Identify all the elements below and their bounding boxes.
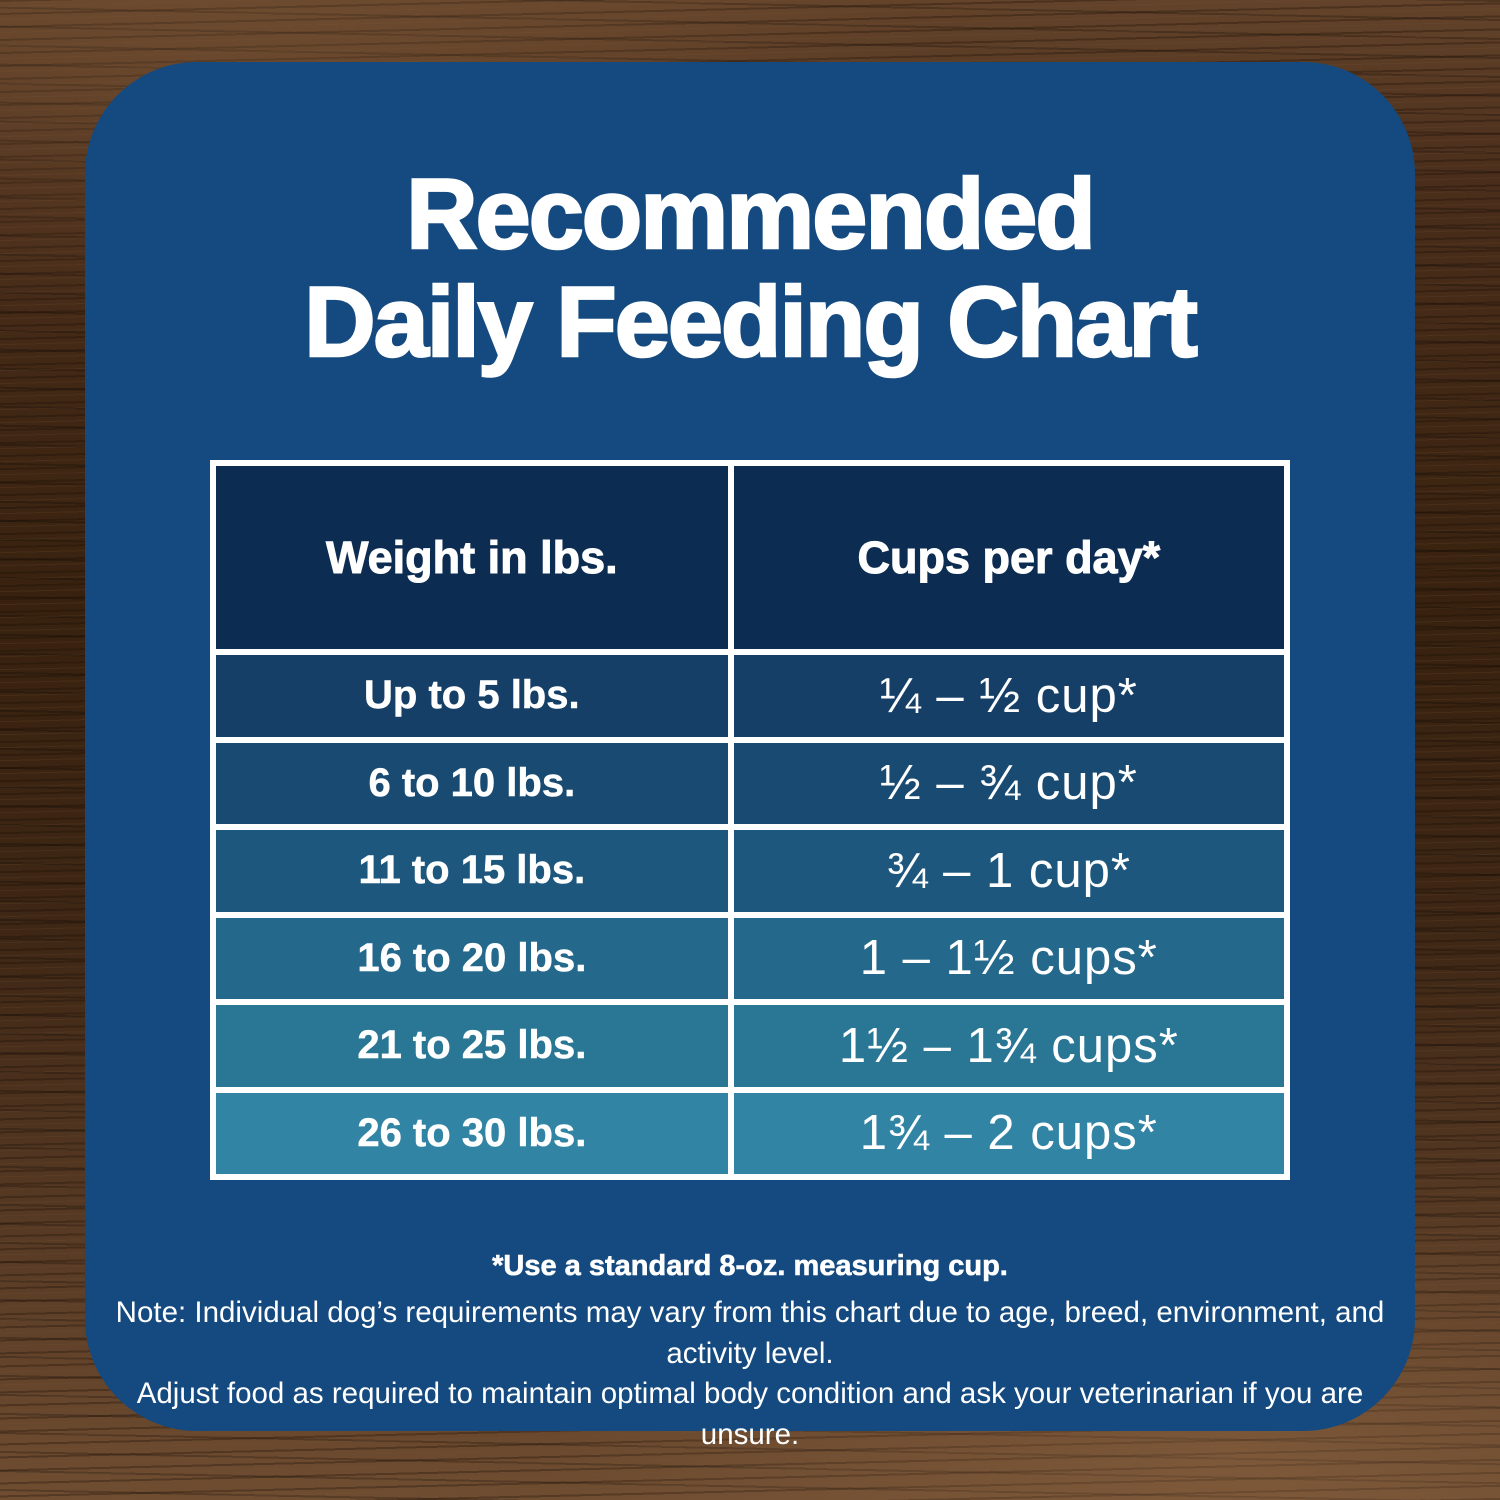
footnotes: *Use a standard 8-oz. measuring cup. Not… [85,1250,1415,1456]
title-line-1: Recommended [405,158,1097,269]
table-row: 11 to 15 lbs. ¾ – 1 cup* [210,824,1291,918]
title-line-2: Daily Feeding Chart [303,265,1199,377]
table-row: Up to 5 lbs. ¼ – ½ cup* [210,649,1291,743]
cups-cell: ¾ – 1 cup* [727,824,1291,918]
cups-cell: ½ – ¾ cup* [727,736,1291,830]
weight-cell: 26 to 30 lbs. [210,1086,734,1180]
table-row: 26 to 30 lbs. 1¾ – 2 cups* [210,1086,1291,1180]
weight-cell: 6 to 10 lbs. [210,736,734,830]
footnote-measuring-cup: *Use a standard 8-oz. measuring cup. [492,1250,1008,1283]
cups-cell: 1 – 1½ cups* [727,911,1291,1005]
weight-cell: 21 to 25 lbs. [210,999,734,1093]
page-title: Recommended Daily Feeding Chart [85,62,1415,376]
table-row: 6 to 10 lbs. ½ – ¾ cup* [210,736,1291,830]
table-row: 16 to 20 lbs. 1 – 1½ cups* [210,911,1291,1005]
column-header-cups: Cups per day* [727,460,1291,655]
weight-cell: Up to 5 lbs. [210,649,734,743]
column-header-weight: Weight in lbs. [210,460,734,655]
note-line-2: Adjust food as required to maintain opti… [136,1377,1364,1452]
feeding-chart-panel: Recommended Daily Feeding Chart Weight i… [85,62,1415,1451]
table-row: 21 to 25 lbs. 1½ – 1¾ cups* [210,999,1291,1093]
feeding-table: Weight in lbs. Cups per day* Up to 5 lbs… [210,460,1291,1180]
cups-cell: 1¾ – 2 cups* [727,1086,1291,1180]
weight-cell: 11 to 15 lbs. [210,824,734,918]
cups-cell: ¼ – ½ cup* [727,649,1291,743]
weight-cell: 16 to 20 lbs. [210,911,734,1005]
note-line-1: Note: Individual dog’s requirements may … [115,1296,1385,1370]
cups-cell: 1½ – 1¾ cups* [727,999,1291,1093]
table-header-row: Weight in lbs. Cups per day* [210,460,1291,655]
